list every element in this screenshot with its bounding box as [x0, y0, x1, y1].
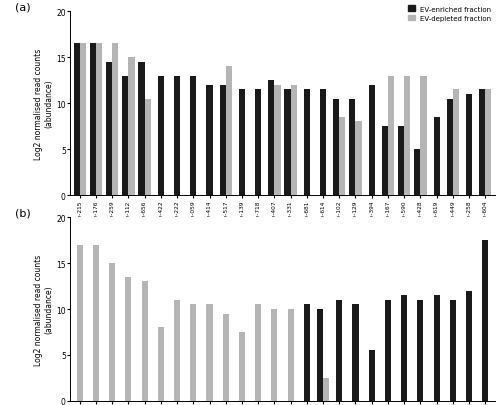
Bar [446, 99, 453, 196]
Bar [272, 309, 278, 401]
Bar [255, 305, 261, 401]
Bar [333, 99, 340, 196]
Bar [304, 90, 310, 196]
Bar [206, 305, 212, 401]
Bar [284, 90, 290, 196]
Bar [336, 300, 342, 401]
Bar [401, 296, 407, 401]
Bar [226, 67, 232, 196]
Bar [74, 44, 80, 196]
Bar [323, 378, 329, 401]
Bar [434, 296, 440, 401]
Bar [190, 76, 196, 196]
Bar [340, 117, 345, 196]
Bar [420, 76, 426, 196]
Bar [450, 300, 456, 401]
Bar [317, 309, 323, 401]
Bar [385, 300, 391, 401]
Bar [274, 85, 280, 196]
Bar [288, 309, 294, 401]
Bar [138, 63, 144, 196]
Bar [144, 99, 151, 196]
Y-axis label: Log2 normalised read counts
(abundance): Log2 normalised read counts (abundance) [34, 48, 54, 159]
Bar [255, 90, 261, 196]
Bar [112, 44, 118, 196]
Bar [368, 350, 375, 401]
Bar [76, 245, 83, 401]
Bar [122, 76, 128, 196]
Bar [479, 90, 486, 196]
Bar [466, 95, 472, 196]
Bar [404, 76, 410, 196]
Y-axis label: Log2 normalised read counts
(abundance): Log2 normalised read counts (abundance) [34, 254, 54, 365]
Bar [414, 150, 420, 196]
Bar [174, 76, 180, 196]
Bar [320, 90, 326, 196]
Bar [106, 63, 112, 196]
Bar [368, 85, 375, 196]
Bar [174, 300, 180, 401]
Bar [290, 85, 297, 196]
Bar [109, 263, 116, 401]
Legend: EV-enriched fraction, EV-depleted fraction: EV-enriched fraction, EV-depleted fracti… [408, 6, 492, 22]
Bar [220, 85, 226, 196]
Bar [350, 99, 356, 196]
Bar [239, 90, 245, 196]
Bar [486, 90, 492, 196]
Bar [142, 282, 148, 401]
Bar [356, 122, 362, 196]
Bar [222, 314, 229, 401]
Bar [268, 81, 274, 196]
Bar [158, 328, 164, 401]
Bar [239, 332, 245, 401]
Bar [482, 241, 488, 401]
Bar [352, 305, 358, 401]
Bar [206, 85, 212, 196]
Bar [90, 44, 96, 196]
Bar [158, 76, 164, 196]
Bar [466, 291, 472, 401]
Bar [126, 277, 132, 401]
Bar [128, 58, 134, 196]
Bar [93, 245, 99, 401]
Bar [80, 44, 86, 196]
Bar [453, 90, 459, 196]
Bar [434, 117, 440, 196]
Bar [388, 76, 394, 196]
Text: (a): (a) [15, 3, 30, 13]
Bar [96, 44, 102, 196]
Bar [304, 305, 310, 401]
Text: (b): (b) [15, 209, 30, 218]
Bar [190, 305, 196, 401]
Bar [398, 127, 404, 196]
Bar [382, 127, 388, 196]
Bar [418, 300, 424, 401]
